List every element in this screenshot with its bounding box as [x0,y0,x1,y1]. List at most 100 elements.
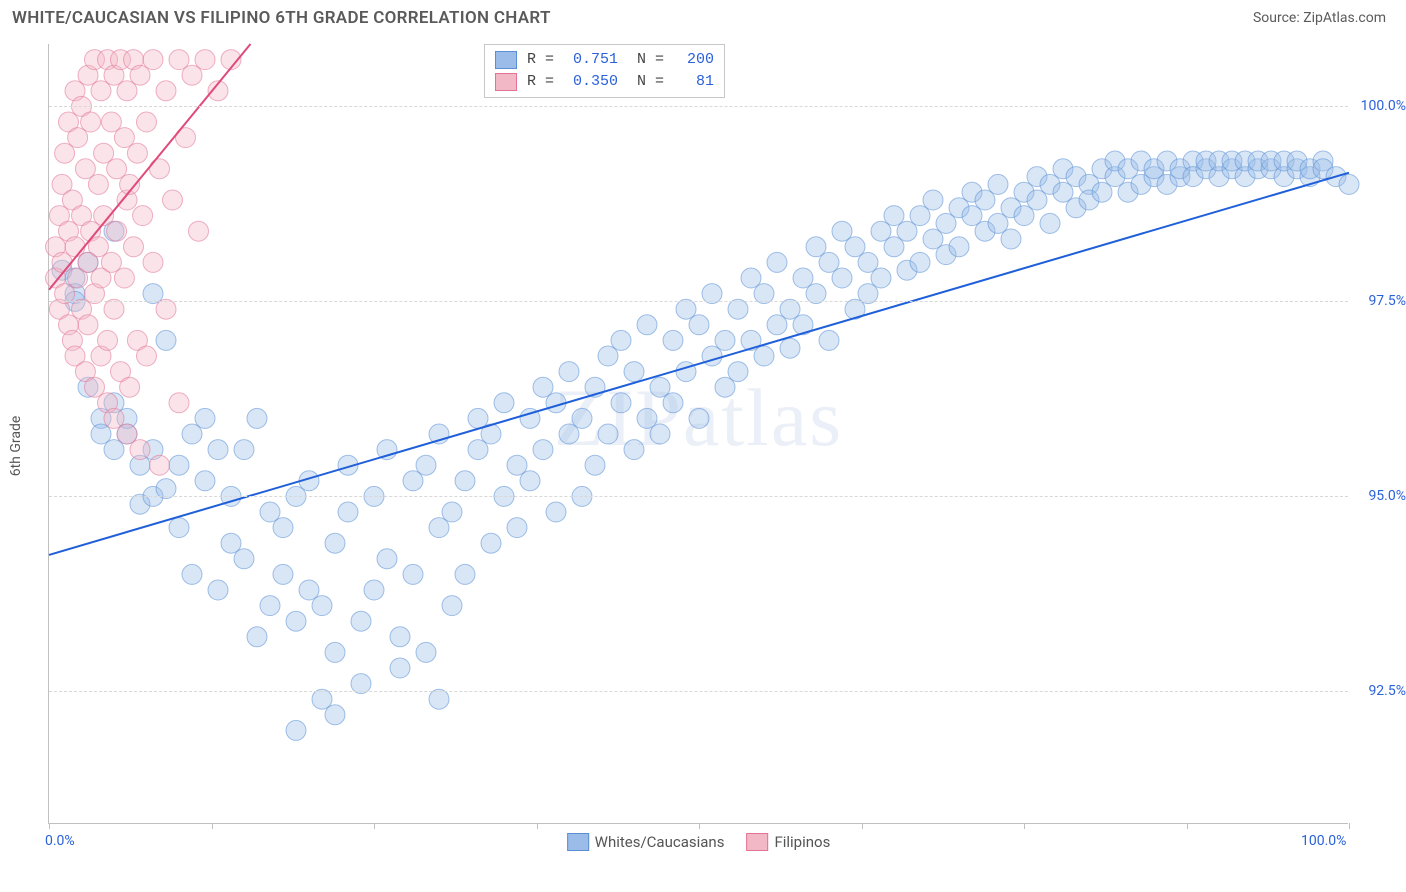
legend-label: Whites/Caucasians [595,833,725,851]
x-tick-label: 0.0% [45,833,75,849]
data-point [120,377,140,397]
trend-line [49,173,1349,555]
data-point [137,112,157,132]
data-point [364,580,384,600]
data-point [689,408,709,428]
data-point [286,720,306,740]
data-point [416,455,436,475]
data-point [260,596,280,616]
gridline [49,691,1348,692]
data-point [1001,229,1021,249]
legend-r-value: 0.751 [564,49,618,71]
y-tick-label: 100.0% [1354,98,1406,114]
legend-n-label: N = [628,71,664,93]
data-point [150,455,170,475]
legend-n-label: N = [628,49,664,71]
data-point [107,221,127,241]
data-point [127,143,147,163]
correlation-legend: R = 0.751 N = 200 R = 0.350 N = 81 [484,44,725,98]
data-point [234,440,254,460]
data-point [455,471,475,491]
data-point [637,315,657,335]
data-point [325,533,345,553]
data-point [247,408,267,428]
data-point [325,642,345,662]
data-point [390,627,410,647]
data-point [195,471,215,491]
data-point [988,174,1008,194]
data-point [81,112,101,132]
chart-source: Source: ZipAtlas.com [1253,10,1386,26]
series-legend: Whites/Caucasians Filipinos [567,833,831,851]
data-point [286,611,306,631]
data-point [767,252,787,272]
x-tick-mark [699,823,700,829]
x-tick-mark [1187,823,1188,829]
data-point [780,338,800,358]
data-point [533,440,553,460]
scatter-svg [49,44,1348,823]
legend-label: Filipinos [774,833,830,851]
data-point [611,330,631,350]
data-point [143,252,163,272]
data-point [377,549,397,569]
data-point [195,50,215,70]
data-point [169,518,189,538]
y-tick-label: 97.5% [1354,293,1406,309]
data-point [169,455,189,475]
x-tick-mark [374,823,375,829]
data-point [650,424,670,444]
x-tick-mark [862,823,863,829]
data-point [728,362,748,382]
legend-n-value: 200 [674,49,714,71]
data-point [189,221,209,241]
legend-r-label: R = [527,71,554,93]
data-point [247,627,267,647]
data-point [78,315,98,335]
y-tick-label: 95.0% [1354,488,1406,504]
chart-title: WHITE/CAUCASIAN VS FILIPINO 6TH GRADE CO… [12,8,551,28]
legend-r-value: 0.350 [564,71,618,93]
gridline [49,106,1348,107]
data-point [663,393,683,413]
data-point [455,564,475,584]
data-point [1040,213,1060,233]
data-point [137,346,157,366]
data-point [689,315,709,335]
x-tick-label: 100.0% [1301,833,1346,849]
data-point [871,268,891,288]
data-point [133,206,153,226]
data-point [442,596,462,616]
legend-swatch [567,833,589,851]
data-point [208,580,228,600]
legend-swatch [746,833,768,851]
data-point [949,237,969,257]
plot-area: ZIPatlas R =0.751 N =200R =0.350 N =81 W… [48,44,1348,824]
data-point [494,393,514,413]
data-point [585,455,605,475]
legend-row: R = 0.350 N = 81 [495,71,714,93]
data-point [208,440,228,460]
data-point [273,564,293,584]
legend-n-value: 81 [674,71,714,93]
data-point [351,611,371,631]
legend-item: Whites/Caucasians [567,833,725,851]
data-point [572,408,592,428]
data-point [88,174,108,194]
data-point [559,362,579,382]
data-point [520,471,540,491]
data-point [598,424,618,444]
data-point [98,330,118,350]
legend-r-label: R = [527,49,554,71]
data-point [114,268,134,288]
data-point [195,408,215,428]
x-tick-mark [212,823,213,829]
data-point [234,549,254,569]
data-point [481,533,501,553]
x-tick-mark [1024,823,1025,829]
data-point [182,564,202,584]
data-point [832,268,852,288]
data-point [130,440,150,460]
y-tick-label: 92.5% [1354,683,1406,699]
y-axis-label: 6th Grade [8,416,24,477]
